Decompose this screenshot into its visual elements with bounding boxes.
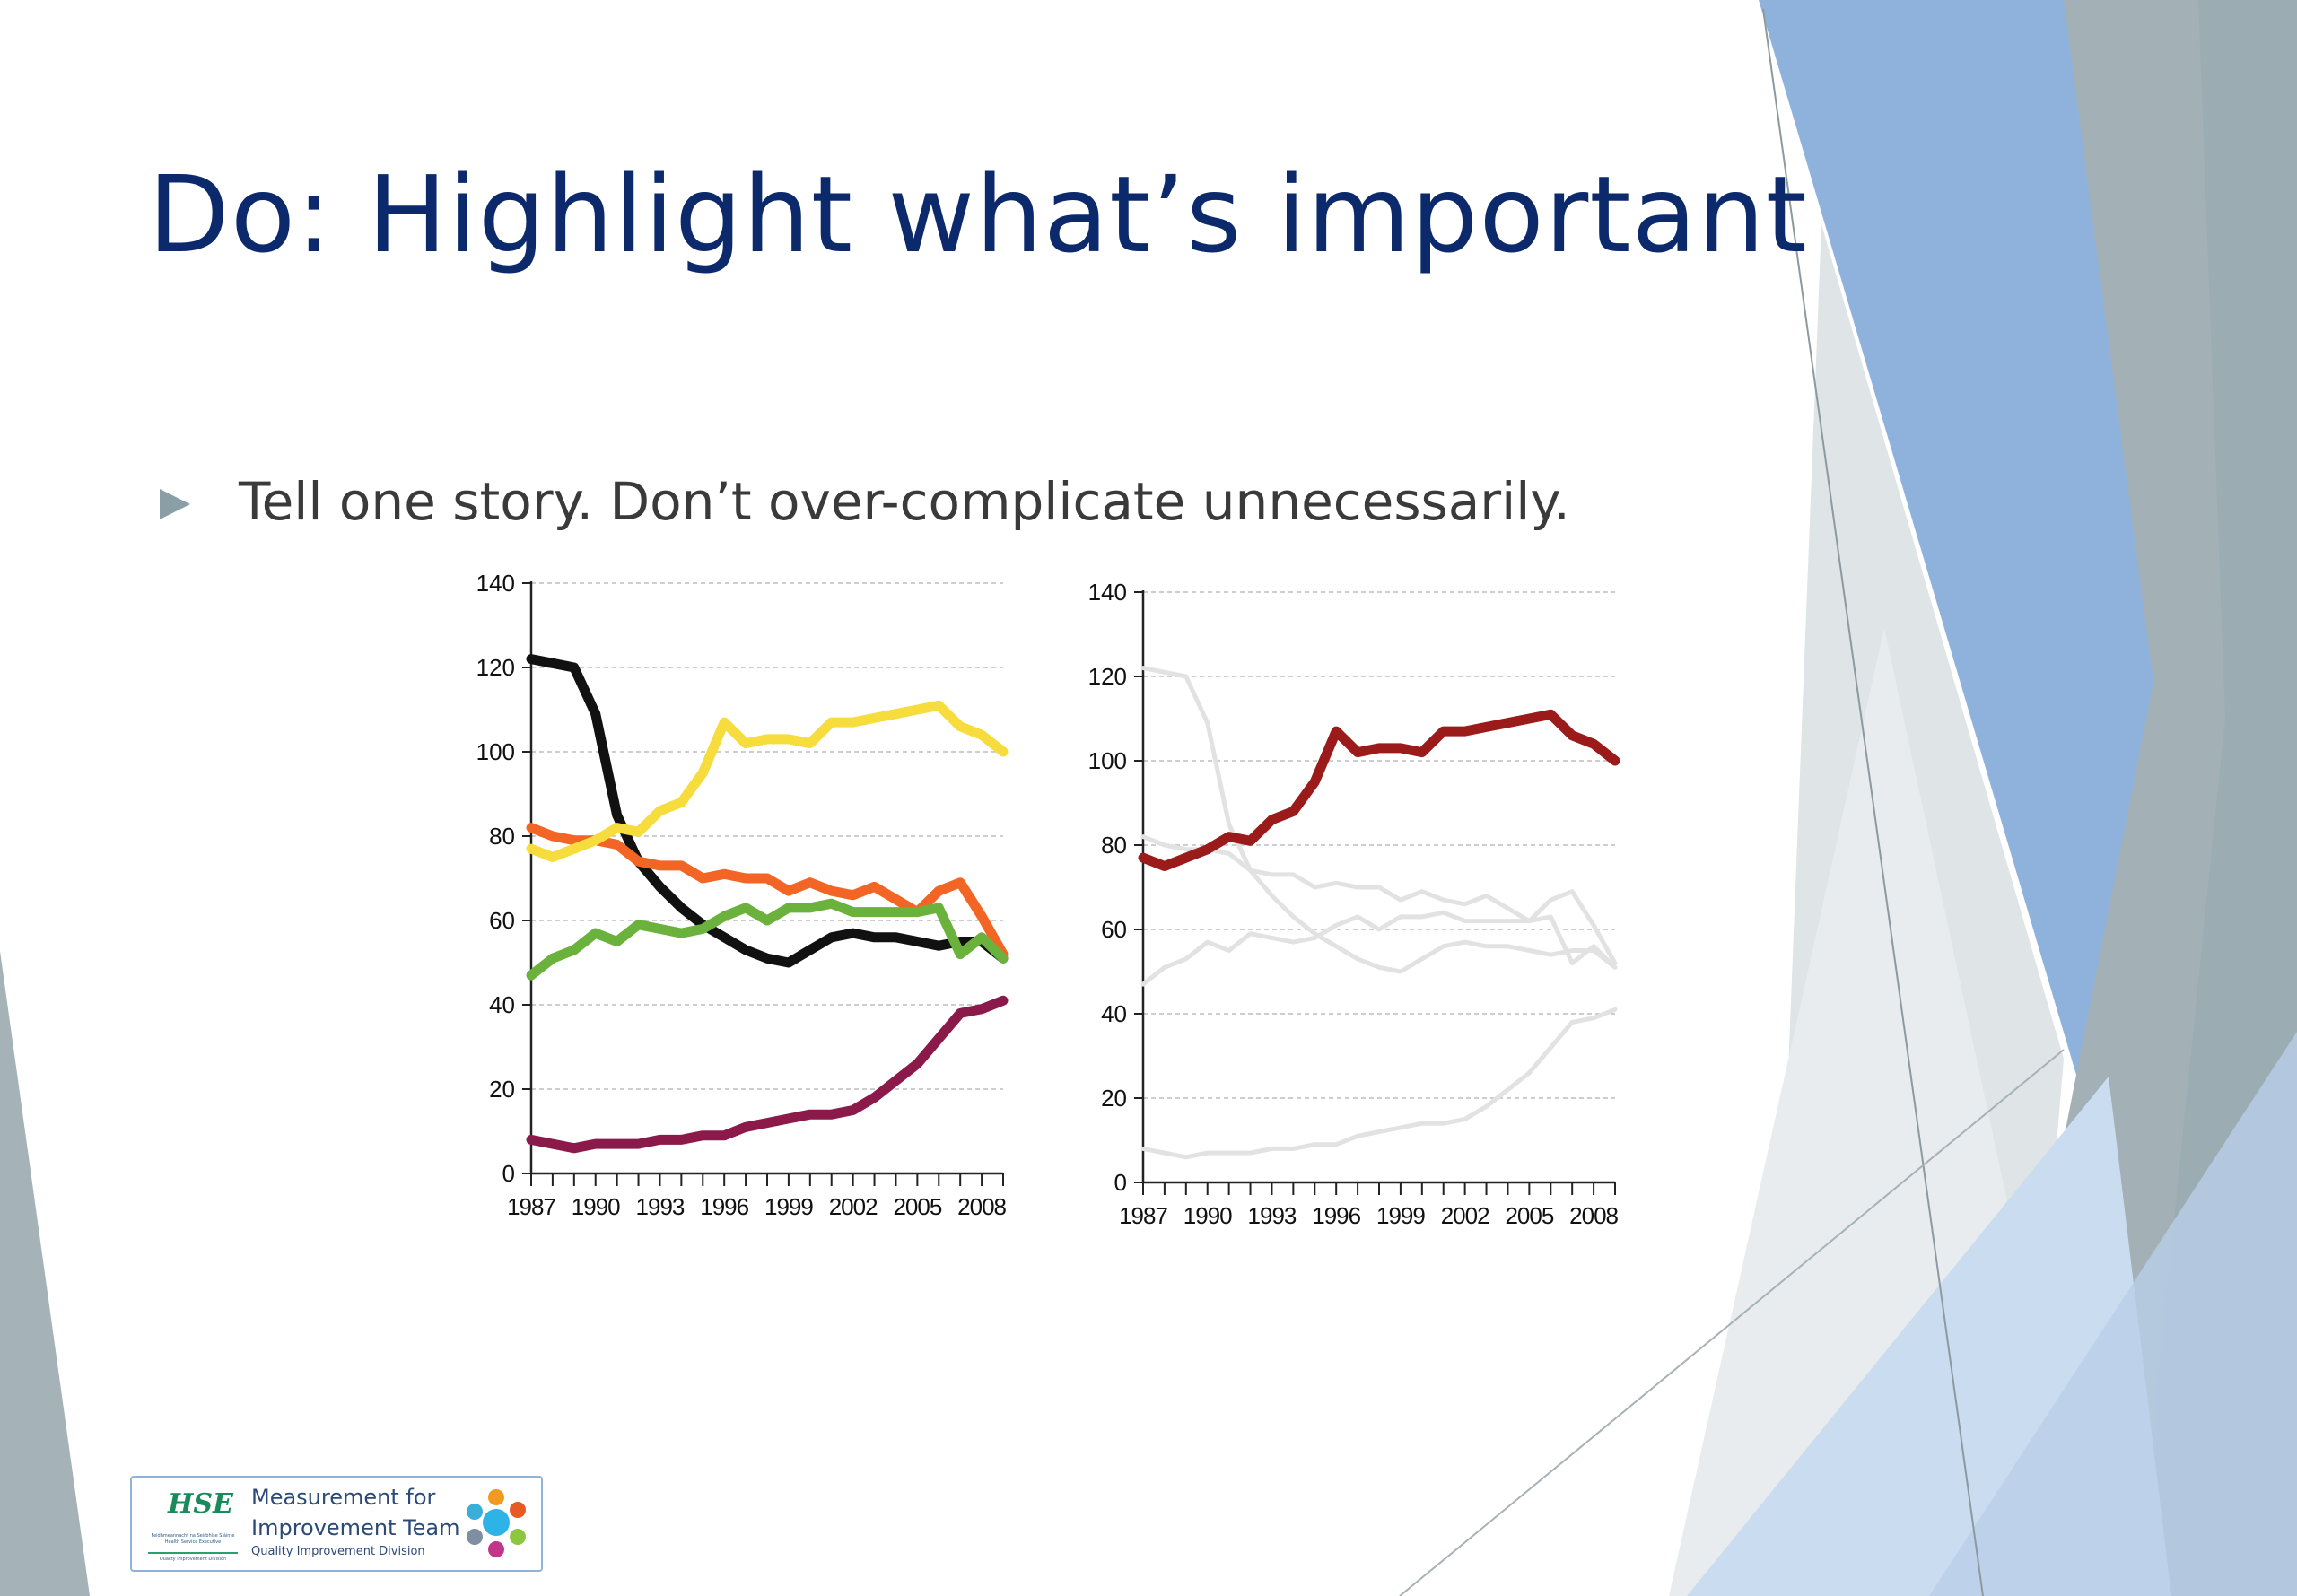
logo-dot	[467, 1529, 483, 1545]
x-tick-label: 1990	[572, 1193, 620, 1220]
logo-dot	[488, 1541, 504, 1557]
logo-dot	[510, 1529, 526, 1545]
x-tick-label: 1996	[700, 1193, 748, 1220]
x-tick-label: 1987	[507, 1193, 555, 1220]
x-tick-label: 1996	[1312, 1202, 1360, 1229]
y-tick-label: 80	[489, 823, 515, 850]
y-tick-label: 80	[1101, 832, 1127, 859]
x-tick-label: 1999	[1376, 1202, 1425, 1229]
logo-dot	[488, 1489, 504, 1505]
y-tick-label: 120	[1088, 663, 1127, 690]
series-line-green	[526, 898, 1009, 981]
logo-dot	[467, 1504, 483, 1520]
right-blue-shape	[1759, 0, 2171, 1184]
logo-dot	[510, 1502, 526, 1518]
series-line-black	[1140, 666, 1618, 974]
pale-blue-shape-2	[1929, 1032, 2297, 1596]
y-tick-label: 140	[1088, 579, 1127, 606]
x-tick-label: 2002	[1441, 1202, 1489, 1229]
series-line-green	[1140, 910, 1618, 987]
chart-highlighted-series: 0 20 40 60 80 100 120 140 1987 1990 1993 1996 1999 20…	[1088, 579, 1620, 1229]
y-tick-label: 40	[489, 991, 515, 1018]
series-line-orange	[526, 823, 1009, 960]
logo-line-2: Improvement Team	[251, 1515, 460, 1540]
triangle-bullet-icon	[160, 489, 190, 519]
flower-dots-icon	[467, 1489, 526, 1557]
logo-dot	[483, 1509, 510, 1536]
x-tick-label: 1999	[764, 1193, 813, 1220]
logo-line-3: Quality Improvement Division	[251, 1545, 425, 1558]
y-tick-label: 20	[489, 1076, 515, 1103]
y-tick-label: 60	[1101, 916, 1127, 943]
x-tick-label: 2005	[1505, 1202, 1553, 1229]
y-tick-label: 100	[1088, 747, 1127, 774]
y-tick-label: 20	[1101, 1085, 1127, 1112]
hse-logo-divider	[148, 1552, 238, 1554]
x-tick-label: 2002	[829, 1193, 878, 1220]
series-line-orange	[1140, 834, 1618, 966]
logo-line-1: Measurement for	[251, 1485, 436, 1510]
series-line-highlight	[1138, 709, 1620, 871]
x-tick-label: 2008	[957, 1193, 1006, 1220]
series-line-black	[526, 654, 1009, 968]
hse-logo-mark: HSE	[168, 1488, 233, 1520]
y-tick-label: 0	[502, 1160, 515, 1187]
bullet-text: Tell one story. Don’t over-complicate un…	[239, 471, 1570, 532]
y-tick-label: 60	[489, 907, 515, 934]
series-line-yellow	[526, 700, 1009, 862]
y-tick-label: 100	[476, 738, 515, 765]
thin-line-1	[1762, 8, 1984, 1596]
x-tick-label: 1987	[1119, 1202, 1167, 1229]
x-tick-label: 1993	[1248, 1202, 1297, 1229]
hse-logo-subtext-2: Health Service Executive	[164, 1539, 222, 1545]
x-tick-label: 1993	[636, 1193, 685, 1220]
y-tick-label: 40	[1101, 1000, 1127, 1027]
chart-all-series: 0 20 40 60 80 100 120 140 1987 1990 1993 1996 1999 20…	[476, 570, 1009, 1220]
logo-box: HSE Feidhmeannacht na Seirbhíse Sláinte …	[130, 1476, 543, 1572]
x-tick-label: 1990	[1183, 1202, 1232, 1229]
series-line-purple	[1140, 1007, 1618, 1160]
thin-line-2	[1399, 1049, 2065, 1596]
series-line-purple	[526, 995, 1009, 1154]
y-tick-label: 120	[476, 654, 515, 681]
x-tick-label: 2008	[1569, 1202, 1618, 1229]
x-tick-label: 2005	[893, 1193, 941, 1220]
hse-logo-subtext-3: Quality Improvement Division	[159, 1557, 227, 1562]
hse-logo-subtext-1: Feidhmeannacht na Seirbhíse Sláinte	[151, 1533, 235, 1539]
y-tick-label: 0	[1114, 1169, 1127, 1196]
left-grey-shape	[0, 951, 90, 1596]
slide-title: Do: Highlight what’s important	[148, 153, 1808, 276]
y-tick-label: 140	[476, 570, 515, 597]
